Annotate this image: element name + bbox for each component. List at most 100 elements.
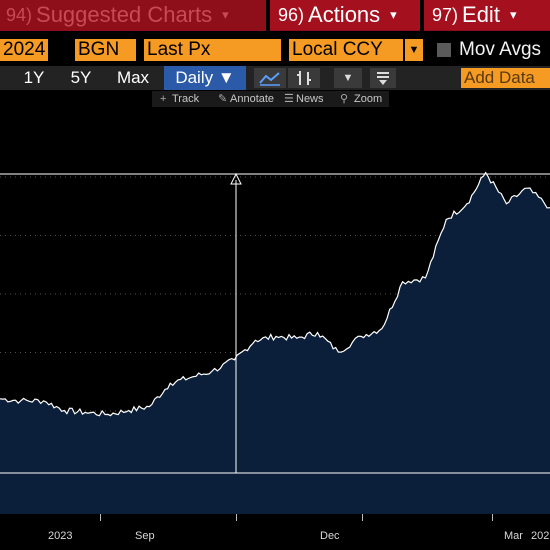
grid-dot <box>175 293 176 295</box>
frequency-dropdown[interactable]: Daily ▼ <box>164 66 246 90</box>
grid-dot <box>365 176 366 178</box>
grid-dot <box>280 293 281 295</box>
grid-dot <box>215 176 216 178</box>
grid-dot <box>145 352 146 353</box>
line-chart-icon[interactable] <box>254 68 286 88</box>
grid-dot <box>110 410 111 412</box>
grid-dot <box>350 176 351 178</box>
chart-type-dropdown-icon[interactable]: ▼ <box>334 68 362 88</box>
grid-dot <box>480 176 481 178</box>
grid-dot <box>110 176 111 178</box>
grid-dot <box>260 293 261 295</box>
grid-dot <box>5 352 6 353</box>
grid-dot <box>75 352 76 353</box>
grid-dot <box>85 176 86 178</box>
edit-menu[interactable]: 97) Edit ▾ <box>424 0 550 30</box>
grid-dot <box>15 352 16 353</box>
grid-dot <box>0 352 1 353</box>
grid-dot <box>95 235 96 236</box>
add-data-input[interactable]: Add Data <box>461 68 550 88</box>
grid-dot <box>140 352 141 353</box>
grid-dot <box>90 352 91 353</box>
grid-dot <box>270 293 271 295</box>
grid-dot <box>255 235 256 236</box>
grid-dot <box>125 352 126 353</box>
price-chart[interactable] <box>0 108 550 514</box>
news-tool[interactable]: News <box>296 93 324 105</box>
grid-dot <box>205 293 206 295</box>
grid-dot <box>190 293 191 295</box>
grid-dot <box>160 293 161 295</box>
grid-dot <box>545 176 546 178</box>
grid-dot <box>360 176 361 178</box>
grid-dot <box>360 235 361 236</box>
range-max-button[interactable]: Max <box>116 68 150 87</box>
actions-menu[interactable]: 96) Actions ▾ <box>270 0 420 30</box>
range-5y-button[interactable]: 5Y <box>70 68 92 87</box>
grid-dot <box>275 293 276 295</box>
grid-dot <box>425 235 426 236</box>
grid-dot <box>375 176 376 178</box>
grid-dot <box>30 293 31 295</box>
grid-dot <box>320 235 321 236</box>
mov-avgs-checkbox[interactable] <box>437 43 451 57</box>
track-tool[interactable]: Track <box>172 93 200 105</box>
grid-dot <box>290 176 291 178</box>
grid-dot <box>135 235 136 236</box>
grid-dot <box>215 352 216 353</box>
grid-dot <box>355 293 356 295</box>
grid-dot <box>410 176 411 178</box>
settings-dropdown-icon[interactable] <box>370 68 396 88</box>
grid-dot <box>180 176 181 178</box>
grid-dot <box>135 352 136 353</box>
grid-dot <box>160 235 161 236</box>
chevron-down-icon[interactable]: ▼ <box>405 39 423 61</box>
ohlc-bars-icon[interactable] <box>288 68 320 88</box>
chart-tools-bar: + Track ✎ Annotate ☰ News ⚲ Zoom <box>152 91 389 107</box>
grid-dot <box>40 352 41 353</box>
grid-dot <box>370 293 371 295</box>
grid-dot <box>515 176 516 178</box>
grid-dot <box>145 235 146 236</box>
field-selector[interactable]: Last Px <box>144 39 281 61</box>
grid-dot <box>265 293 266 295</box>
grid-dot <box>365 235 366 236</box>
grid-dot <box>440 176 441 178</box>
grid-dot <box>155 235 156 236</box>
grid-dot <box>520 176 521 178</box>
grid-dot <box>445 176 446 178</box>
source-field[interactable]: BGN <box>75 39 136 61</box>
grid-dot <box>285 176 286 178</box>
grid-dot <box>165 352 166 353</box>
date-field[interactable]: 2024 <box>0 39 48 61</box>
price-area <box>0 172 550 514</box>
calendar-icon[interactable] <box>50 42 64 56</box>
grid-dot <box>285 235 286 236</box>
grid-dot <box>15 293 16 295</box>
range-1y-button[interactable]: 1Y <box>23 68 45 87</box>
annotation-arrow-head[interactable] <box>230 172 242 185</box>
zoom-tool[interactable]: Zoom <box>354 93 383 105</box>
grid-dot <box>530 176 531 178</box>
grid-dot <box>405 235 406 236</box>
grid-dot <box>150 293 151 295</box>
currency-field[interactable]: Local CCY <box>289 39 403 61</box>
grid-dot <box>370 176 371 178</box>
grid-dot <box>170 293 171 295</box>
grid-dot <box>220 235 221 236</box>
annotate-tool[interactable]: Annotate <box>230 93 275 105</box>
grid-dot <box>455 176 456 178</box>
grid-dot <box>320 176 321 178</box>
grid-dot <box>460 176 461 178</box>
x-tick <box>362 514 363 521</box>
grid-dot <box>35 293 36 295</box>
grid-dot <box>70 293 71 295</box>
grid-dot <box>190 235 191 236</box>
grid-dot <box>20 352 21 353</box>
grid-dot <box>45 176 46 178</box>
grid-dot <box>25 293 26 295</box>
grid-dot <box>325 235 326 236</box>
suggested-charts-menu[interactable]: 94) Suggested Charts ▾ <box>0 0 266 30</box>
x-axis-label: Dec <box>320 530 340 542</box>
grid-dot <box>5 176 6 178</box>
